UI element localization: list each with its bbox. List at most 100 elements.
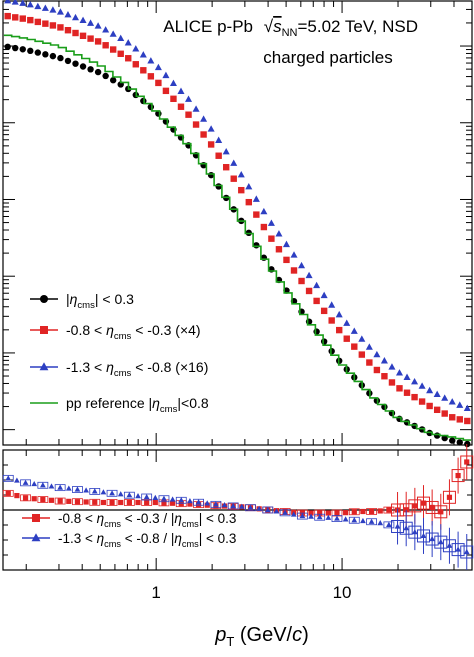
data-point-ratio_red (368, 508, 375, 515)
data-point-ratio_blue (83, 487, 89, 493)
data-point-ratio_red (31, 496, 37, 502)
syst-box-ratio_red (442, 490, 456, 504)
data-point-ratio_red (100, 499, 107, 506)
data-point-ratio_blue (386, 521, 392, 527)
data-point-ratio_blue (91, 488, 98, 494)
data-point-eta1308 (230, 159, 238, 166)
data-point-eta03 (313, 328, 320, 335)
data-point-eta1308 (147, 57, 155, 64)
syst-box-ratio_blue (451, 543, 465, 557)
data-point-eta0803 (275, 246, 283, 253)
data-point-eta03 (449, 437, 456, 444)
data-point-eta03 (42, 51, 49, 58)
data-point-eta1308 (109, 30, 117, 37)
data-point-ratio_red (464, 459, 470, 465)
data-point-eta0803 (464, 417, 471, 425)
data-point-eta0803 (238, 186, 245, 194)
data-point-ratio_blue (446, 542, 453, 548)
syst-box-ratio_blue (442, 539, 456, 553)
spectra-frame (2, 0, 473, 446)
data-point-ratio_red (22, 495, 29, 501)
data-point-eta1308 (162, 71, 170, 79)
data-point-eta1308 (350, 327, 358, 334)
data-point-eta03 (19, 46, 26, 53)
data-point-eta03 (102, 72, 109, 80)
syst-box-ratio_red (460, 455, 474, 469)
series-line-pp (3, 34, 472, 441)
data-point-eta1308 (245, 182, 253, 190)
data-point-eta03 (34, 49, 42, 56)
legend-text-eta03: |ηcms| < 0.3 (66, 291, 134, 311)
data-point-eta0803 (132, 61, 139, 68)
data-point-eta0803 (109, 46, 117, 53)
data-point-eta0803 (207, 141, 215, 148)
legend-text-eta1308: -1.3 < ηcms < -0.8 (×16) (66, 359, 208, 379)
data-point-ratio_blue (100, 489, 107, 495)
syst-box-ratio_red (37, 496, 49, 503)
data-point-eta0803 (215, 152, 222, 159)
data-point-ratio_blue (325, 514, 332, 520)
data-point-eta1308 (282, 240, 290, 248)
data-point-ratio_blue (368, 518, 375, 524)
data-point-eta0803 (117, 50, 124, 57)
legend-text-pp: pp reference |ηcms|<0.8 (66, 395, 209, 415)
syst-box-ratio_red (2, 489, 14, 497)
data-point-eta1308 (365, 343, 373, 350)
data-point-eta03 (320, 338, 328, 345)
chart-title-line2: charged particles (263, 48, 392, 67)
data-point-eta1308 (41, 4, 49, 11)
data-point-ratio_blue (169, 496, 176, 502)
spectra-panel (2, 0, 473, 448)
data-point-eta0803 (260, 223, 268, 231)
data-point-ratio_blue (360, 517, 366, 524)
legend-entry-ratio_red: -0.8 < ηcms < -0.3 / |ηcms| < 0.3 (22, 511, 236, 529)
data-point-eta0803 (200, 131, 207, 138)
data-point-eta1308 (34, 2, 42, 10)
data-point-ratio_red (455, 472, 461, 479)
data-point-eta1308 (290, 251, 298, 258)
data-point-ratio_red (74, 499, 81, 505)
data-point-eta03 (147, 103, 155, 111)
data-point-ratio_blue (299, 512, 306, 519)
data-point-ratio_red (66, 498, 72, 504)
data-point-ratio_red (48, 497, 55, 503)
data-point-ratio_red (126, 499, 132, 506)
data-point-eta1308 (26, 0, 34, 8)
data-point-eta1308 (388, 363, 396, 370)
data-point-ratio_blue (420, 532, 427, 539)
syst-box-ratio_blue (399, 521, 413, 535)
legend-text-ratio_red: -0.8 < ηcms < -0.3 / |ηcms| < 0.3 (58, 511, 236, 529)
ratio-legend: -0.8 < ηcms < -0.3 / |ηcms| < 0.3 -1.3 < … (22, 511, 236, 549)
syst-box-ratio_blue (434, 535, 448, 549)
data-point-eta0803 (230, 175, 237, 182)
data-point-eta0803 (418, 398, 426, 405)
syst-box-ratio_red (416, 496, 430, 510)
data-point-ratio_red (109, 499, 115, 506)
syst-box-ratio_red (408, 499, 422, 513)
data-point-ratio_red (420, 500, 427, 506)
data-point-eta1308 (237, 170, 245, 178)
data-point-eta1308 (117, 34, 125, 42)
data-point-eta0803 (192, 121, 200, 128)
data-point-eta1308 (4, 0, 12, 4)
data-point-ratio_blue (238, 503, 245, 509)
legend-swatch-marker (32, 514, 40, 522)
syst-box-ratio_red (451, 469, 465, 483)
data-point-ratio_red (343, 510, 349, 516)
data-point-eta0803 (328, 317, 335, 324)
data-point-eta1308 (222, 148, 230, 155)
data-point-eta1308 (448, 398, 456, 405)
legend-swatch-marker (39, 362, 49, 371)
data-point-eta0803 (162, 87, 170, 95)
data-point-eta1308 (441, 394, 449, 401)
data-point-eta0803 (222, 164, 230, 171)
data-point-eta1308 (418, 382, 426, 389)
data-point-eta0803 (185, 111, 192, 118)
data-point-eta03 (12, 44, 19, 52)
data-point-ratio_blue (273, 508, 280, 514)
data-point-eta0803 (351, 343, 358, 350)
data-point-ratio_blue (377, 519, 384, 526)
data-point-eta1308 (102, 26, 110, 33)
syst-box-ratio_blue (416, 529, 430, 543)
